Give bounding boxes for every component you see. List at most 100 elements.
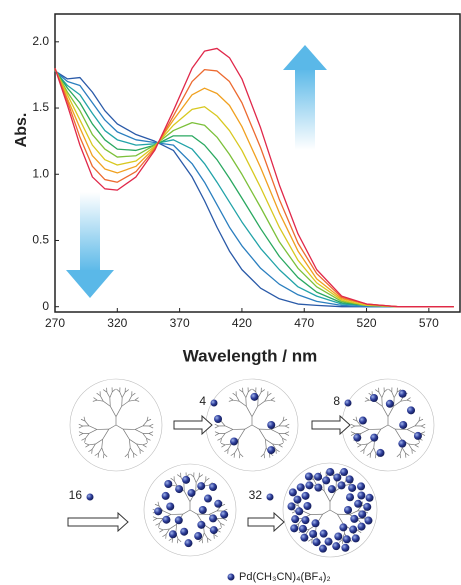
dendrimer-branch xyxy=(357,529,362,533)
dendrimer-branch xyxy=(349,481,354,485)
dendrimer-branch xyxy=(370,447,375,454)
dendrimer-branch xyxy=(285,425,290,429)
dendrimer-branch xyxy=(208,510,218,515)
pd-complex xyxy=(363,502,372,511)
pd-complex xyxy=(296,483,305,492)
dendrimer-branch xyxy=(109,406,117,417)
pd-complex xyxy=(358,416,367,425)
dendrimer-branch xyxy=(142,443,148,446)
dendrimer-branch xyxy=(391,391,395,398)
pd-complex xyxy=(344,506,353,514)
dendrimer-branch xyxy=(106,392,111,398)
dendrimer-branch xyxy=(84,438,86,443)
x-tick-label: 420 xyxy=(232,316,252,330)
pd-complex xyxy=(197,482,206,491)
dendrimer-branch xyxy=(338,539,343,543)
pd-complex xyxy=(230,437,239,446)
pd-complex xyxy=(333,473,342,482)
dendrimer-core xyxy=(322,509,331,515)
dendrimer-branch xyxy=(388,388,392,393)
dendrimer-branch xyxy=(282,438,284,443)
dendrimer-branch xyxy=(93,397,98,401)
dendrimer-branch xyxy=(265,439,267,448)
dendrimer-branch xyxy=(357,505,362,512)
up-arrow-head xyxy=(283,45,327,70)
dendrimer-branch xyxy=(158,528,164,531)
spectrum-line xyxy=(54,68,454,308)
dendrimer-branch xyxy=(133,452,138,456)
dendrimer-branch xyxy=(242,392,247,398)
dendrimer-branch xyxy=(405,452,410,456)
dendrimer-branch xyxy=(116,388,120,393)
dendrimer-branch xyxy=(81,437,86,441)
dendrimer-branch xyxy=(260,389,265,393)
pd-complex xyxy=(376,448,385,457)
dendrimer-branch xyxy=(234,447,239,454)
y-tick-label: 2.0 xyxy=(32,34,49,48)
dendrimer-branch xyxy=(124,453,129,458)
pd-complex xyxy=(164,480,173,489)
dendrimer-branch xyxy=(414,444,419,448)
dendrimer-branch xyxy=(171,484,178,487)
legend-label: Pd(CH₃CN)₄(BF₄)₂ xyxy=(239,571,331,583)
dendrimer-branch xyxy=(193,476,197,483)
pd-complex xyxy=(197,520,206,529)
dendrimer-branch xyxy=(177,474,182,478)
dendrimer-branch xyxy=(384,388,388,393)
dendrimer-branch xyxy=(360,449,365,453)
dendrimer-branch xyxy=(350,433,356,436)
dendrimer-branch xyxy=(94,452,99,456)
dendrimer-branch xyxy=(78,425,83,429)
pd-complex xyxy=(175,485,184,494)
dendrimer-branch xyxy=(381,406,389,417)
dendrimer-branch xyxy=(400,399,407,402)
dendrimer-core xyxy=(329,509,338,515)
dendrimer-branch xyxy=(198,538,203,543)
pd-complex xyxy=(348,483,357,492)
pd-complex xyxy=(369,393,378,402)
dendrimer-branch xyxy=(101,447,105,454)
dendrimer-branch xyxy=(220,420,226,427)
spectrum-line xyxy=(54,70,454,308)
dendrimer-branch xyxy=(165,528,170,535)
dendrimer-core xyxy=(387,424,396,430)
dendrimer-branch xyxy=(342,533,345,540)
dendrimer-branch xyxy=(95,439,103,445)
dendrimer-branch xyxy=(260,453,265,458)
dendrimer-branch xyxy=(175,524,177,533)
step-dot xyxy=(86,493,94,501)
dendrimer-outline xyxy=(69,378,163,472)
step-arrow xyxy=(173,414,213,436)
y-tick-label: 0 xyxy=(42,299,49,313)
pd-complex xyxy=(341,543,350,552)
dendrimer-branch xyxy=(278,420,284,427)
dendrimer-branch xyxy=(142,444,147,448)
dendrimer-branch xyxy=(162,534,167,538)
pd-complex xyxy=(311,519,320,528)
dendrimer-branch xyxy=(78,431,84,434)
pd-complex xyxy=(198,506,207,514)
pd-complex xyxy=(357,482,366,491)
dendrimer-branch xyxy=(349,510,358,515)
dendrimer-branch xyxy=(205,477,210,482)
dendrimer-branch xyxy=(203,532,208,539)
pd-complex xyxy=(346,493,355,502)
dendrimer-branch xyxy=(129,447,134,454)
dendrimer-branch xyxy=(221,444,226,448)
pd-complex xyxy=(187,488,196,497)
x-tick-label: 570 xyxy=(419,316,439,330)
dendrimer-branch xyxy=(232,392,237,397)
dendrimer-branch xyxy=(221,433,226,439)
pd-complex xyxy=(304,472,313,481)
dendrimer-branch xyxy=(84,443,90,446)
dendrimer-branch xyxy=(245,391,249,398)
pd-complex xyxy=(337,481,346,490)
dendrimer-branch xyxy=(131,392,136,397)
pd-complex xyxy=(322,476,331,485)
dendrimer-branch xyxy=(421,423,426,427)
dendrimer-branch xyxy=(387,406,395,417)
pd-complex xyxy=(324,537,333,546)
dendrimer-branch xyxy=(84,420,90,427)
pd-complex xyxy=(413,431,422,440)
dendrimer-branch xyxy=(257,400,265,407)
